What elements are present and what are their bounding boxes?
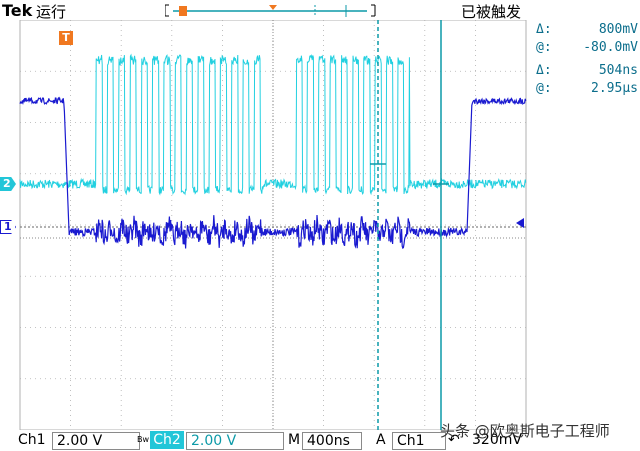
timebase-value[interactable]: 400ns [302, 432, 362, 450]
ch1-ground-marker[interactable]: 1 [0, 220, 16, 234]
trigger-label: A [376, 432, 386, 448]
run-state-label: 运行 [36, 3, 67, 21]
trigger-level-value[interactable]: 320mV [472, 432, 522, 448]
cursor-position-time: @: 2.95µs [536, 81, 638, 96]
cursor-delta-time: Δ: 504ns [536, 63, 638, 78]
cursor-delta-voltage: Δ: 800mV [536, 22, 638, 37]
ch1-scale[interactable]: 2.00 V [52, 432, 140, 450]
channel-settings-bar: Ch1 2.00 V Bw Ch2 2.00 V M 400ns A Ch1 ↶… [0, 430, 640, 451]
status-bar: Tek 运行 已被触发 [0, 0, 640, 21]
ch2-label[interactable]: Ch2 [150, 431, 184, 449]
watermark-text: 头条 @欧奥斯电子工程师 [440, 422, 610, 440]
trigger-slope-icon[interactable]: ↶ [448, 432, 460, 448]
trigger-source[interactable]: Ch1 [392, 432, 446, 450]
trigger-position-marker[interactable]: T [59, 31, 73, 45]
trigger-level-marker[interactable] [514, 217, 526, 229]
brand-logo: Tek [2, 1, 33, 20]
bandwidth-limit-indicator: Bw [137, 435, 150, 444]
timebase-label: M [288, 432, 301, 448]
trigger-state-label: 已被触发 [461, 3, 522, 21]
record-position-indicator[interactable] [165, 2, 385, 18]
cursor-readouts: Δ: 800mV @: -80.0mV Δ: 504ns @: 2.95µs [532, 20, 640, 104]
ch2-scale[interactable]: 2.00 V [186, 432, 284, 450]
cursor-position-voltage: @: -80.0mV [536, 40, 638, 55]
ch2-ground-marker[interactable]: 2 [0, 177, 16, 191]
ch1-label[interactable]: Ch1 [18, 432, 46, 448]
